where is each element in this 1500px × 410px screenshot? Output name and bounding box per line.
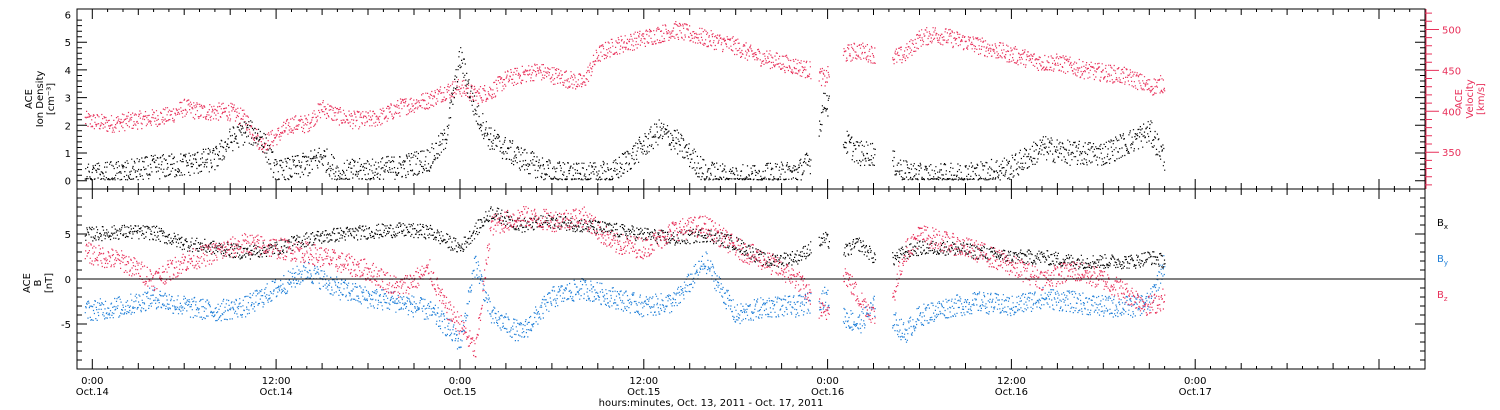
density-series: [84, 47, 1166, 181]
density-tick-label: 2: [65, 121, 71, 132]
x-tick-time-label: 12:00: [262, 376, 291, 387]
velocity-tick-label: 400: [1442, 107, 1461, 118]
by-series: [84, 251, 1166, 350]
density-axis-ticks: [77, 19, 1425, 182]
velocity-tick-label: 450: [1442, 66, 1461, 77]
b-axis-title-line: ACE: [22, 273, 33, 293]
x-tick-time-label: 12:00: [997, 376, 1026, 387]
b-tick-label: -5: [61, 320, 71, 331]
velocity-axis-title-line: Velocity: [1465, 79, 1476, 118]
x-tick-date-label: Oct.14: [260, 387, 293, 398]
x-tick-date-label: Oct.15: [627, 387, 660, 398]
velocity-axis-title: ACE Velocity [km/s]: [1454, 79, 1487, 118]
b-tick-label: 0: [65, 275, 71, 286]
x-tick-time-label: 0:00: [1184, 376, 1206, 387]
velocity-tick-label: 500: [1442, 25, 1461, 36]
b-tick-label: 5: [65, 230, 71, 241]
density-tick-label: 4: [65, 66, 71, 77]
x-tick-date-label: Oct.15: [443, 387, 476, 398]
velocity-series: [84, 21, 1166, 153]
density-tick-label: 0: [65, 177, 71, 188]
velocity-axis-title-line: ACE: [1454, 89, 1465, 109]
x-tick-time-label: 0:00: [816, 376, 838, 387]
velocity-axis-ticks: [1425, 12, 1439, 186]
legend-bz: Bz: [1437, 290, 1448, 303]
density-axis-title-line: [cm⁻³]: [46, 83, 57, 115]
density-axis-title: ACE Ion Density [cm⁻³]: [24, 71, 57, 128]
b-axis-title-line: [nT]: [44, 273, 55, 293]
x-tick-date-label: Oct.14: [76, 387, 109, 398]
x-axis-label: hours:minutes, Oct. 13, 2011 - Oct. 17, …: [599, 398, 824, 409]
x-tick-time-label: 12:00: [629, 376, 658, 387]
x-tick-date-label: Oct.16: [811, 387, 844, 398]
x-axis-ticks: [91, 9, 1411, 369]
bz-series: [84, 206, 1166, 358]
x-tick-date-label: Oct.16: [995, 387, 1028, 398]
density-tick-label: 3: [65, 94, 71, 105]
density-tick-label: 6: [65, 11, 71, 22]
density-axis-title-line: ACE: [24, 89, 35, 109]
velocity-tick-label: 350: [1442, 148, 1461, 159]
density-axis-title-line: Ion Density: [35, 71, 46, 128]
b-axis-title: ACE B [nT]: [22, 273, 55, 293]
x-tick-time-label: 0:00: [81, 376, 103, 387]
b-axis-title-line: B: [33, 279, 44, 286]
density-tick-label: 5: [65, 38, 71, 49]
x-tick-date-label: Oct.17: [1179, 387, 1212, 398]
legend-bx: Bx: [1437, 218, 1448, 231]
velocity-axis-title-line: [km/s]: [1476, 83, 1487, 115]
x-tick-time-label: 0:00: [449, 376, 471, 387]
b-axis-ticks: [77, 197, 1425, 361]
density-tick-label: 1: [65, 149, 71, 160]
legend-by: By: [1437, 254, 1448, 267]
